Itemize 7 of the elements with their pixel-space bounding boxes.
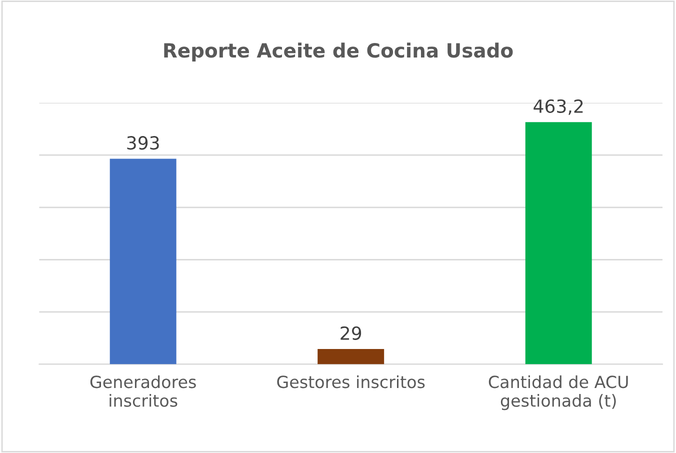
- data-label: 29: [340, 326, 362, 340]
- data-label: 463,2: [534, 99, 583, 115]
- data-label: 393: [127, 136, 159, 150]
- x-tick-label: Gestores inscritos: [277, 375, 425, 388]
- x-tick-label: Cantidad de ACU gestionada (t): [488, 375, 628, 410]
- x-tick-label: Generadores inscritos: [90, 375, 196, 407]
- chart-title: Reporte Aceite de Cocina Usado: [164, 42, 513, 62]
